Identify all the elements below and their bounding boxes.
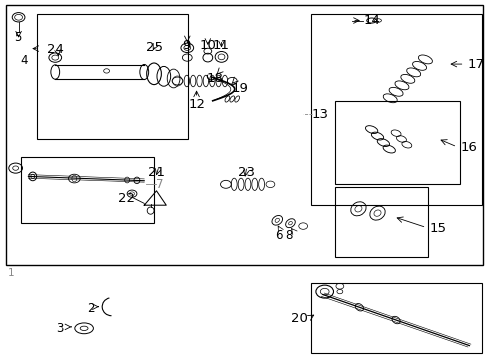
Text: 7: 7: [155, 178, 163, 191]
Bar: [310, 14, 481, 205]
Bar: [334, 187, 427, 257]
Text: 9: 9: [182, 39, 190, 51]
Text: 24: 24: [47, 43, 64, 56]
Text: 21: 21: [148, 166, 164, 179]
Bar: [20, 157, 154, 223]
Text: 10: 10: [199, 39, 216, 51]
Text: 2: 2: [87, 302, 94, 315]
Text: 22: 22: [118, 192, 135, 205]
Text: 16: 16: [460, 141, 477, 154]
Text: 20: 20: [290, 312, 307, 325]
Text: 23: 23: [238, 166, 255, 179]
Text: 3: 3: [56, 322, 63, 335]
Text: 8: 8: [285, 229, 292, 242]
Text: 6: 6: [275, 229, 282, 242]
Text: 14: 14: [363, 14, 380, 27]
Text: 4: 4: [21, 54, 28, 67]
Text: 1: 1: [7, 268, 14, 278]
Text: 11: 11: [213, 39, 229, 51]
Bar: [334, 101, 459, 184]
Text: 18: 18: [206, 72, 223, 85]
Text: 25: 25: [146, 41, 163, 54]
Text: 19: 19: [231, 82, 248, 95]
Text: 5: 5: [14, 31, 21, 44]
Text: 15: 15: [428, 222, 446, 235]
Text: 12: 12: [188, 98, 204, 111]
Text: 17: 17: [467, 58, 484, 71]
Bar: [6, 5, 482, 265]
Bar: [310, 283, 481, 353]
Bar: [37, 14, 188, 139]
Text: 13: 13: [311, 108, 328, 121]
